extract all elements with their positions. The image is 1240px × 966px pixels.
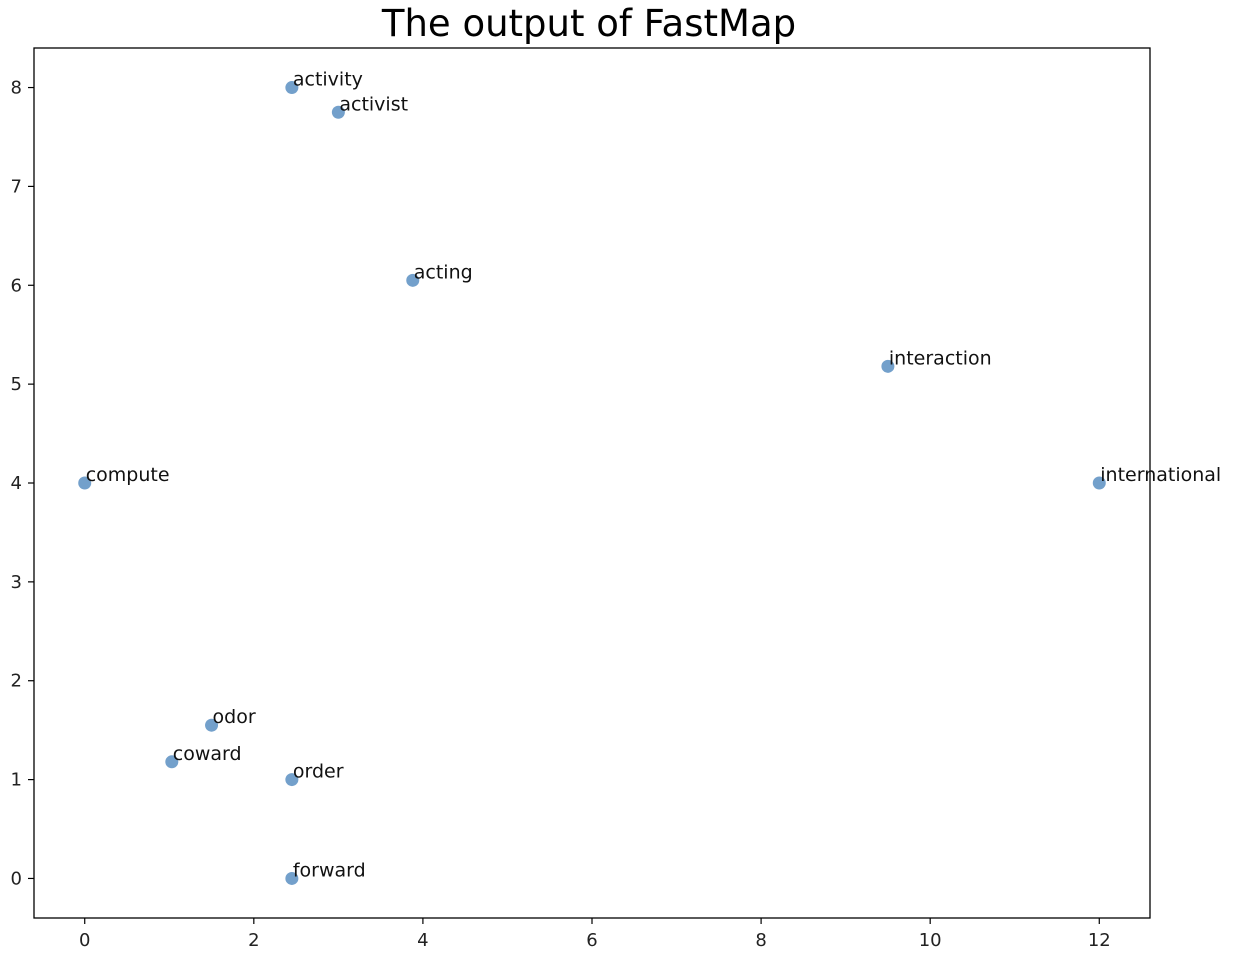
point-label: activity (293, 69, 363, 91)
x-axis: 0 2 4 6 8 10 12 (79, 918, 1111, 951)
point-label: order (293, 761, 344, 783)
x-tick-label: 6 (586, 930, 597, 951)
scatter-point (331, 105, 345, 119)
y-tick-label: 0 (11, 868, 22, 889)
point-label: coward (173, 743, 242, 765)
x-tick-label: 8 (755, 930, 766, 951)
x-tick-label: 2 (248, 930, 259, 951)
y-axis: 0 1 2 3 4 5 6 7 8 (11, 78, 34, 889)
scatter-point (285, 81, 299, 95)
scatter-point (881, 359, 895, 373)
scatter-point (406, 273, 420, 287)
y-tick-label: 5 (11, 374, 22, 395)
y-tick-label: 6 (11, 275, 22, 296)
scatter-point (285, 773, 299, 787)
scatter-point (205, 718, 219, 732)
point-label: forward (293, 859, 366, 881)
y-tick-label: 3 (11, 572, 22, 593)
x-tick-label: 12 (1088, 930, 1111, 951)
y-tick-label: 1 (11, 770, 22, 791)
y-tick-label: 4 (11, 473, 22, 494)
point-label: international (1100, 464, 1221, 486)
point-label: compute (86, 464, 170, 486)
x-tick-label: 4 (417, 930, 428, 951)
y-tick-label: 8 (11, 78, 22, 99)
point-label: interaction (889, 347, 992, 369)
point-label: activist (339, 93, 408, 115)
y-tick-label: 7 (11, 176, 22, 197)
scatter-point (165, 755, 179, 769)
x-tick-label: 0 (79, 930, 90, 951)
y-tick-label: 2 (11, 671, 22, 692)
point-label: acting (414, 261, 473, 283)
scatter-point (1092, 476, 1106, 490)
point-label: odor (213, 706, 256, 728)
scatter-point (285, 871, 299, 885)
x-tick-label: 10 (919, 930, 942, 951)
plot-area (33, 47, 1151, 919)
scatter-point (78, 476, 92, 490)
chart-title: The output of FastMap (381, 2, 796, 45)
